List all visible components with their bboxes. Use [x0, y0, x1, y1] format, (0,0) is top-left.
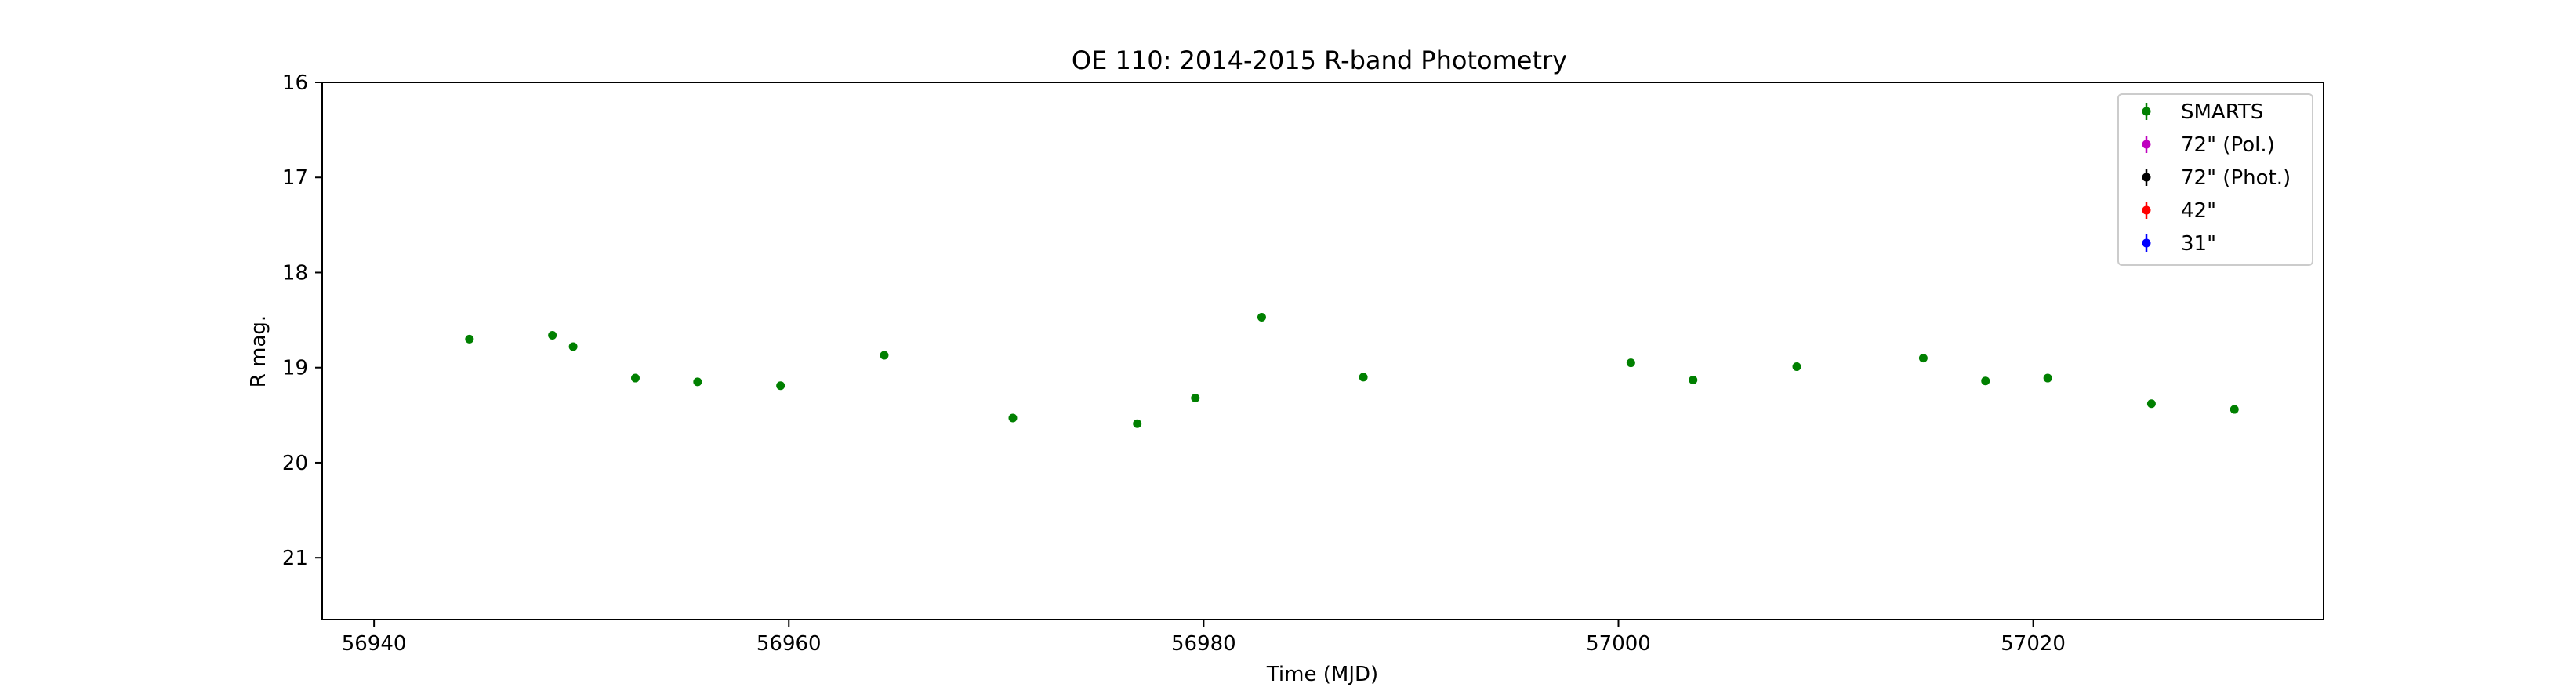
legend-marker [2142, 238, 2151, 248]
y-tick-label: 18 [282, 261, 308, 285]
x-axis-label: Time (MJD) [1266, 663, 1378, 686]
legend-label: 42" [2181, 199, 2216, 223]
x-tick-label: 56960 [756, 632, 822, 656]
data-points [465, 312, 2239, 428]
data-point [2230, 405, 2239, 414]
data-point [776, 381, 785, 391]
y-tick-label: 19 [282, 357, 308, 380]
legend-marker [2142, 205, 2151, 215]
data-point [1981, 376, 1990, 386]
legend-marker [2142, 173, 2151, 182]
legend-marker [2142, 107, 2151, 116]
legend-entries: SMARTS 72" (Pol.) 72" (Phot.) 42" 31" [2142, 100, 2291, 256]
x-tick-label: 56980 [1171, 632, 1236, 656]
data-point [1257, 312, 1266, 322]
data-point [465, 334, 474, 344]
legend-label: 31" [2181, 232, 2216, 256]
data-point [1626, 358, 1635, 368]
data-point [880, 351, 889, 360]
x-tick-label: 57020 [2001, 632, 2066, 656]
legend-label: 72" (Phot.) [2181, 166, 2291, 190]
chart-legend: SMARTS 72" (Pol.) 72" (Phot.) 42" 31" [2117, 93, 2313, 266]
data-point [1918, 354, 1928, 363]
y-tick-label: 20 [282, 452, 308, 475]
y-tick-label: 16 [282, 71, 308, 95]
data-point [568, 342, 578, 351]
data-point [1008, 413, 1018, 423]
plot-area-frame [321, 82, 2324, 620]
data-point [1792, 362, 1801, 372]
x-tick-label: 56940 [342, 632, 407, 656]
y-tick-label: 21 [282, 547, 308, 570]
data-point [2146, 399, 2156, 409]
data-point [2043, 373, 2052, 383]
legend-label: SMARTS [2181, 100, 2263, 124]
axis-ticks: 56940 56960 56980 57000 57020 16 17 18 19 20 21 [282, 71, 2066, 656]
y-tick-label: 17 [282, 166, 308, 190]
data-point [548, 330, 557, 340]
legend-marker [2142, 140, 2151, 149]
data-point [1689, 375, 1698, 384]
y-axis-label: R mag. [247, 315, 270, 387]
chart-title: OE 110: 2014-2015 R-band Photometry [1072, 45, 1567, 75]
x-tick-label: 57000 [1586, 632, 1651, 656]
data-point [1191, 394, 1200, 403]
data-point [693, 377, 702, 387]
legend-frame [2117, 93, 2313, 266]
data-point [630, 373, 640, 383]
data-point [1133, 419, 1142, 428]
data-point [1359, 373, 1368, 382]
legend-label: 72" (Pol.) [2181, 133, 2275, 157]
